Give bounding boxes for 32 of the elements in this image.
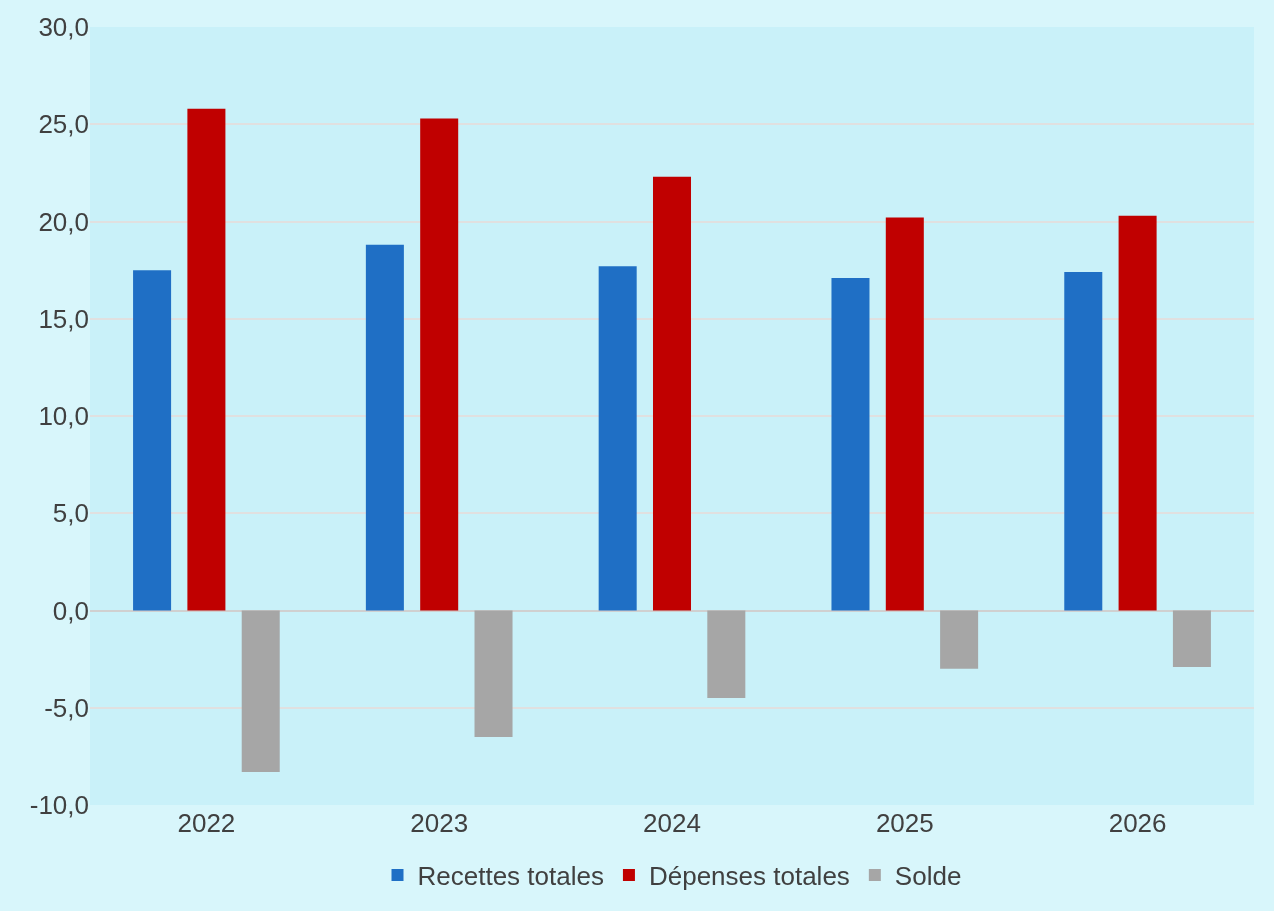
y-tick-label: 30,0 (38, 12, 89, 43)
bar (133, 270, 172, 611)
x-tick-label: 2022 (177, 808, 236, 838)
x-tick-label: 2026 (1108, 808, 1167, 838)
y-tick-label: 20,0 (38, 206, 89, 237)
bar (420, 118, 459, 611)
bar (241, 610, 280, 772)
y-tick-label: 5,0 (52, 498, 89, 529)
y-tick-label: -5,0 (44, 692, 89, 723)
y-tick-label: 15,0 (38, 303, 89, 334)
y-tick-label: 0,0 (52, 595, 89, 626)
legend-label: Solde (894, 861, 962, 892)
bar (652, 176, 692, 611)
y-tick-label: 25,0 (38, 109, 89, 140)
x-tick-label: 2024 (643, 808, 701, 838)
x-tick-label: 2025 (875, 808, 934, 838)
bar (598, 266, 637, 611)
bar (1064, 272, 1103, 611)
bar (885, 217, 924, 611)
bar (474, 610, 513, 737)
y-tick-label: 10,0 (38, 401, 89, 432)
bar (1118, 215, 1157, 611)
y-tick-label: -10,0 (29, 790, 89, 821)
bar (187, 108, 226, 611)
x-tick-label: 2023 (410, 808, 469, 838)
bar (365, 244, 404, 611)
bar (1172, 610, 1211, 667)
legend-label: Recettes totales (417, 861, 604, 892)
legend-label: Dépenses totales (648, 861, 850, 892)
bar (831, 277, 870, 611)
bar (707, 610, 746, 699)
bar (940, 610, 979, 669)
